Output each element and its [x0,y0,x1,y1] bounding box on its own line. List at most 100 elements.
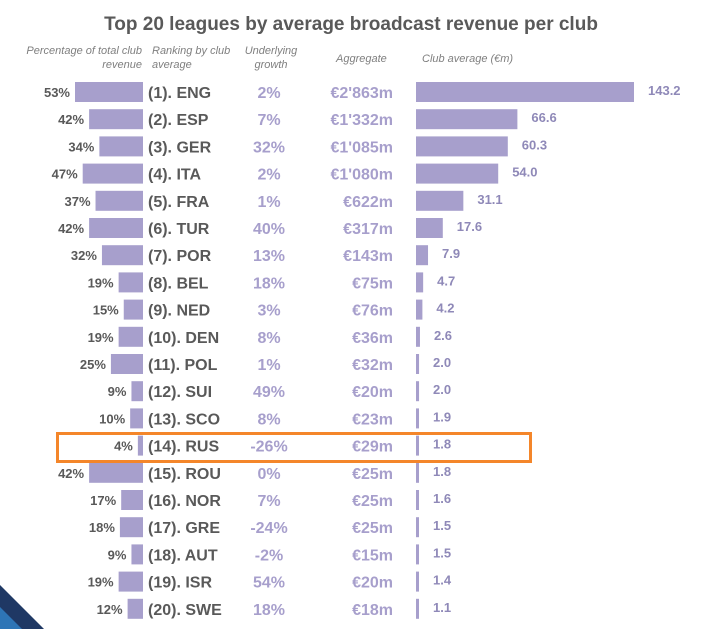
growth-label: 8% [257,411,280,428]
club-avg-bar [416,82,634,102]
pct-bar [121,490,143,510]
growth-label: 7% [257,493,280,510]
growth-label: 32% [253,139,285,156]
club-avg-bar [416,326,420,347]
aggregate-label: €622m [343,194,393,211]
pct-label: 34% [68,139,94,154]
aggregate-label: €76m [352,303,393,320]
club-avg-bar [416,190,464,211]
growth-label: 13% [253,248,285,265]
growth-label: 40% [253,221,285,238]
rank-label: (1). ENG [148,85,211,102]
pct-bar [127,598,143,619]
club-avg-label: 1.8 [433,464,451,479]
rank-label: (13). SCO [148,411,220,428]
pct-bar [89,218,143,238]
club-avg-label: 1.5 [433,545,451,560]
pct-bar [137,435,143,456]
club-avg-bar [416,218,443,238]
club-avg-bar [416,598,419,619]
aggregate-label: €23m [352,411,393,428]
club-avg-label: 143.2 [648,83,681,98]
growth-header-line2: growth [254,59,288,71]
club-avg-header: Club average (€m) [422,53,514,65]
aggregate-label: €25m [352,520,393,537]
aggregate-label: €2'863m [330,85,393,102]
pct-label: 47% [52,167,78,182]
pct-label: 19% [88,275,114,290]
pct-label: 15% [93,303,119,318]
club-avg-label: 1.6 [433,491,451,506]
rank-header-line1: Ranking by club [152,45,231,57]
rank-label: (7). POR [148,248,212,265]
club-avg-label: 1.5 [433,518,451,533]
pct-bar [131,544,143,565]
rank-header-line2: average [152,59,192,71]
pct-header: Percentage of total club revenue [10,44,142,72]
pct-label: 10% [99,411,125,426]
growth-label: -26% [250,439,287,456]
growth-label: 1% [257,357,280,374]
pct-bar [75,82,143,102]
club-avg-label: 2.0 [433,355,451,370]
aggregate-label: €20m [352,384,393,401]
aggregate-label: €317m [343,221,393,238]
growth-label: 1% [257,194,280,211]
aggregate-label: €143m [343,248,393,265]
pct-bar [101,245,143,266]
pct-bar [89,109,143,130]
club-avg-label: 60.3 [522,137,547,152]
rank-label: (8). BEL [148,275,209,292]
club-avg-bar [416,272,424,293]
rank-label: (17). GRE [148,520,220,537]
club-avg-label: 4.2 [436,301,454,316]
pct-bar [123,299,143,320]
pct-bar [130,408,143,429]
pct-bar [95,190,143,211]
club-avg-bar [416,245,429,266]
club-avg-label: 54.0 [512,165,537,180]
club-avg-label: 1.4 [433,573,452,588]
growth-label: 3% [257,303,280,320]
club-avg-bar [416,109,518,130]
growth-label: -24% [250,520,287,537]
pct-label: 42% [58,466,84,481]
pct-label: 32% [71,248,97,263]
rank-label: (12). SUI [148,384,212,401]
pct-header-line1: Percentage of total club [26,45,142,57]
pct-label: 37% [64,194,90,209]
club-avg-label: 2.0 [433,382,451,397]
pct-bar [131,381,143,402]
rank-label: (18). AUT [148,547,218,564]
highlight-box [56,432,532,463]
aggregate-label: €29m [352,439,393,456]
growth-label: 8% [257,330,280,347]
pct-label: 9% [108,384,127,399]
rank-label: (9). NED [148,303,210,320]
club-avg-label: 7.9 [442,246,460,261]
rank-label: (2). ESP [148,112,209,129]
rank-header: Ranking by club average [152,44,247,72]
aggregate-label: €1'080m [330,167,393,184]
aggregate-label: €32m [352,357,393,374]
rank-label: (20). SWE [148,602,222,619]
club-avg-bar [416,490,419,510]
aggregate-label: €25m [352,493,393,510]
growth-label: 18% [253,602,285,619]
rank-label: (19). ISR [148,575,212,592]
growth-label: 2% [257,167,280,184]
pct-bar [82,163,143,184]
growth-label: 49% [253,384,285,401]
club-avg-label: 1.8 [433,437,451,452]
aggregate-label: €18m [352,602,393,619]
club-avg-bar [416,354,420,374]
growth-label: 7% [257,112,280,129]
pct-bar [110,354,143,374]
rank-label: (5). FRA [148,194,210,211]
pct-bar [118,272,143,293]
pct-label: 42% [58,112,84,127]
growth-header: Underlying growth [236,44,306,72]
club-avg-bar [416,163,499,184]
aggregate-label: €1'085m [330,139,393,156]
club-avg-bar [416,435,419,456]
